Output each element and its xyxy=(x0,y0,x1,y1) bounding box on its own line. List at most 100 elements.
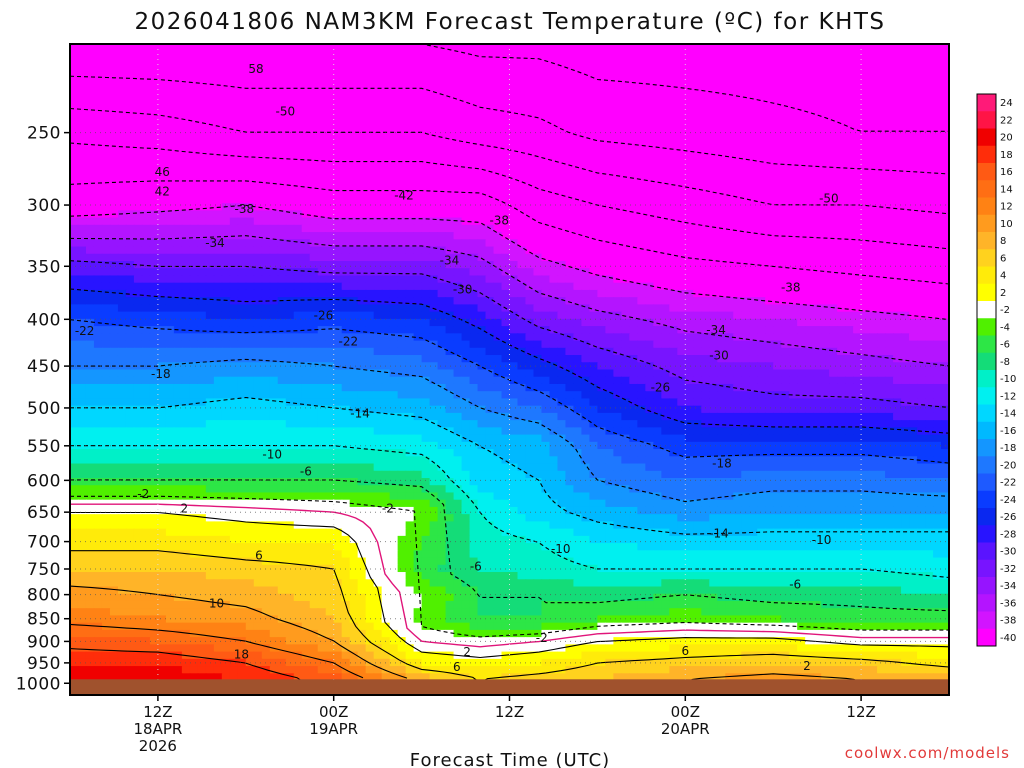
field-cell xyxy=(445,275,455,284)
field-cell xyxy=(125,268,135,277)
field-cell xyxy=(453,362,463,371)
field-cell xyxy=(245,224,255,233)
field-cell xyxy=(405,253,415,262)
field-cell xyxy=(573,217,583,226)
field-cell xyxy=(253,72,263,81)
field-cell xyxy=(725,65,734,74)
field-cell xyxy=(733,51,742,60)
field-cell xyxy=(237,80,247,88)
field-cell xyxy=(837,210,846,219)
field-cell xyxy=(861,145,870,154)
field-cell xyxy=(189,261,199,269)
field-cell xyxy=(781,195,790,204)
field-cell xyxy=(197,130,207,139)
field-cell xyxy=(645,362,654,371)
field-cell xyxy=(789,268,798,277)
field-cell xyxy=(773,174,782,183)
field-cell xyxy=(229,87,239,96)
field-cell xyxy=(429,217,439,226)
field-cell xyxy=(533,65,543,74)
field-cell xyxy=(581,347,591,356)
field-cell xyxy=(261,282,271,291)
field-cell xyxy=(757,44,766,52)
field-cell xyxy=(861,355,870,363)
field-cell xyxy=(797,268,806,277)
field-cell xyxy=(789,326,798,334)
field-cell xyxy=(933,181,942,190)
field-cell xyxy=(709,311,718,320)
field-cell xyxy=(269,44,279,52)
field-cell xyxy=(605,362,614,371)
field-cell xyxy=(477,51,487,60)
field-cell xyxy=(149,152,159,161)
field-cell xyxy=(437,268,447,277)
field-cell xyxy=(901,340,910,349)
field-cell xyxy=(269,289,279,298)
field-cell xyxy=(221,246,231,255)
field-cell xyxy=(453,116,463,125)
field-cell xyxy=(109,145,119,154)
field-cell xyxy=(805,340,814,349)
field-cell xyxy=(829,166,838,175)
field-cell xyxy=(221,275,231,284)
field-cell xyxy=(405,58,415,67)
field-cell xyxy=(813,239,822,248)
field-cell xyxy=(909,123,918,132)
field-cell xyxy=(165,369,175,378)
field-cell xyxy=(373,94,383,103)
field-cell xyxy=(293,130,303,139)
field-cell xyxy=(301,217,311,226)
field-cell xyxy=(869,80,878,88)
field-cell xyxy=(477,253,487,262)
field-cell xyxy=(517,253,527,262)
field-cell xyxy=(93,94,103,103)
field-cell xyxy=(733,166,742,175)
field-cell xyxy=(933,145,942,154)
field-cell xyxy=(109,239,119,248)
field-cell xyxy=(117,369,127,378)
field-cell xyxy=(549,268,559,277)
field-cell xyxy=(725,159,734,168)
field-cell xyxy=(373,87,383,96)
field-cell xyxy=(805,355,814,363)
field-cell xyxy=(237,181,247,190)
field-cell xyxy=(221,239,231,248)
field-cell xyxy=(301,51,311,60)
field-cell xyxy=(525,109,535,117)
field-cell xyxy=(741,246,750,255)
field-cell xyxy=(485,304,495,313)
field-cell xyxy=(341,130,351,139)
field-cell xyxy=(557,101,567,110)
field-cell xyxy=(445,188,455,197)
field-cell xyxy=(741,188,750,197)
field-cell xyxy=(101,311,111,320)
field-cell xyxy=(413,362,423,371)
field-cell xyxy=(597,362,606,371)
field-cell xyxy=(109,333,119,342)
field-cell xyxy=(821,246,830,255)
field-cell xyxy=(109,109,119,117)
field-cell xyxy=(893,318,902,327)
field-cell xyxy=(477,362,487,371)
field-cell xyxy=(253,203,263,211)
field-cell xyxy=(773,304,782,313)
field-cell xyxy=(205,181,215,190)
field-cell xyxy=(293,152,303,161)
field-cell xyxy=(213,94,223,103)
field-cell xyxy=(77,87,87,96)
field-cell xyxy=(93,275,103,284)
field-cell xyxy=(693,347,702,356)
field-cell xyxy=(357,203,367,211)
field-cell xyxy=(701,58,710,67)
field-cell xyxy=(733,311,742,320)
field-cell xyxy=(357,138,367,146)
field-cell xyxy=(685,355,694,363)
field-cell xyxy=(93,58,103,67)
field-cell xyxy=(821,289,830,298)
field-cell xyxy=(517,123,527,132)
field-cell xyxy=(101,87,111,96)
field-cell xyxy=(861,203,870,211)
field-cell xyxy=(797,304,806,313)
field-cell xyxy=(165,239,175,248)
field-cell xyxy=(301,94,311,103)
